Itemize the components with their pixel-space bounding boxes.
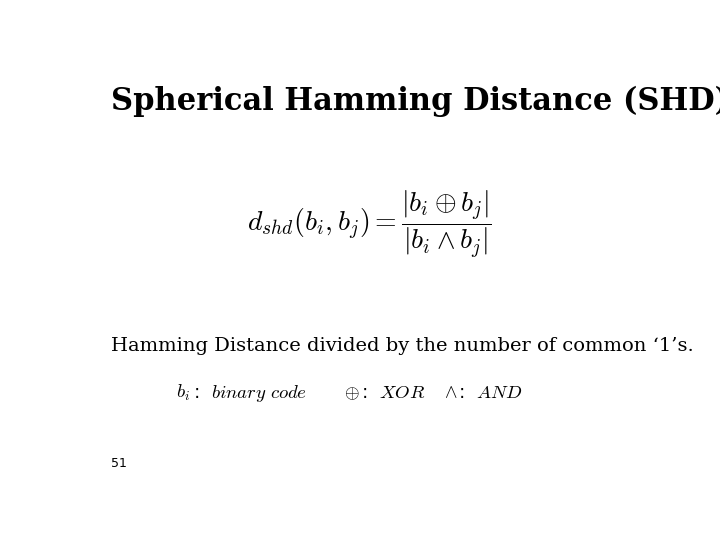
Text: :  $\mathit{AND}$: : $\mathit{AND}$ [459, 383, 523, 402]
Text: :  $\mathit{XOR}$: : $\mathit{XOR}$ [361, 383, 425, 402]
Text: Spherical Hamming Distance (SHD): Spherical Hamming Distance (SHD) [111, 85, 720, 117]
Text: $\wedge$: $\wedge$ [444, 383, 458, 402]
Text: :  $\mathit{binary\ code}$: : $\mathit{binary\ code}$ [193, 383, 307, 404]
Text: $d_{shd}(b_i, b_j) = \dfrac{|b_i \oplus b_j|}{|b_i \wedge b_j|}$: $d_{shd}(b_i, b_j) = \dfrac{|b_i \oplus … [246, 189, 492, 261]
Text: $b_i$: $b_i$ [176, 383, 190, 403]
Text: 51: 51 [111, 457, 127, 470]
Text: $\oplus$: $\oplus$ [344, 383, 359, 402]
Text: Hamming Distance divided by the number of common ‘1’s.: Hamming Distance divided by the number o… [111, 337, 694, 355]
